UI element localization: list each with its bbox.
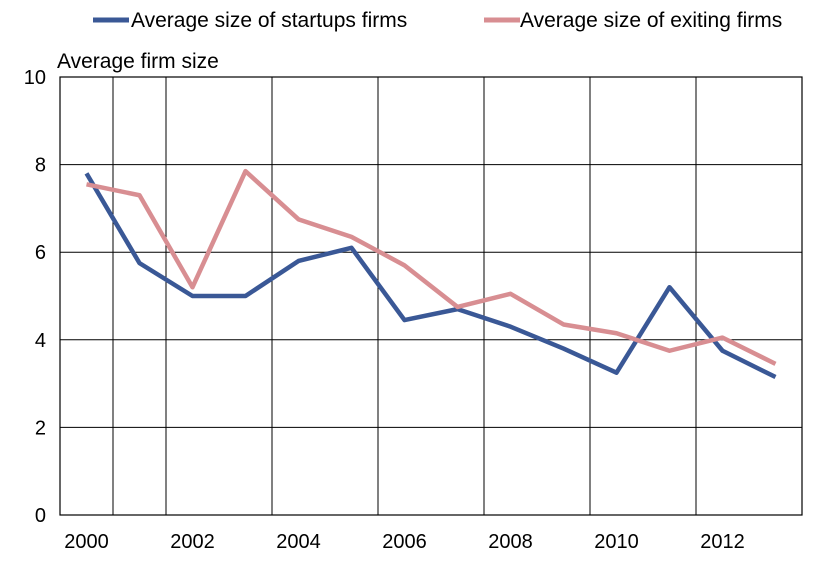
y-tick-label: 8 <box>35 155 46 177</box>
legend-label-startups: Average size of startups firms <box>131 9 407 32</box>
y-axis-label: Average firm size <box>57 50 219 73</box>
legend: Average size of startups firms Average s… <box>93 9 782 32</box>
y-tick-label: 10 <box>24 67 46 89</box>
series-line-startups <box>84 172 777 380</box>
x-tick-label: 2000 <box>64 531 109 553</box>
y-tick-label: 6 <box>35 242 46 264</box>
x-tick-label: 2008 <box>488 531 533 553</box>
y-axis-ticks: 0 2 4 6 8 10 <box>24 67 46 527</box>
x-tick-label: 2004 <box>276 531 321 553</box>
legend-label-exiting: Average size of exiting firms <box>520 9 782 32</box>
y-tick-label: 0 <box>35 505 46 527</box>
x-tick-label: 2010 <box>594 531 639 553</box>
y-tick-label: 4 <box>35 330 46 352</box>
gridlines <box>60 76 802 516</box>
x-tick-label: 2012 <box>700 531 745 553</box>
plot-area-border <box>59 76 803 516</box>
x-tick-label: 2002 <box>170 531 215 553</box>
y-tick-label: 2 <box>35 417 46 439</box>
series-line-exiting <box>86 168 777 366</box>
legend-item-exiting: Average size of exiting firms <box>484 9 782 32</box>
x-axis-ticks: 2000 2002 2004 2006 2008 2010 2012 <box>64 531 745 553</box>
legend-item-startups: Average size of startups firms <box>93 9 407 32</box>
series-lines <box>84 168 777 380</box>
x-tick-label: 2006 <box>382 531 427 553</box>
